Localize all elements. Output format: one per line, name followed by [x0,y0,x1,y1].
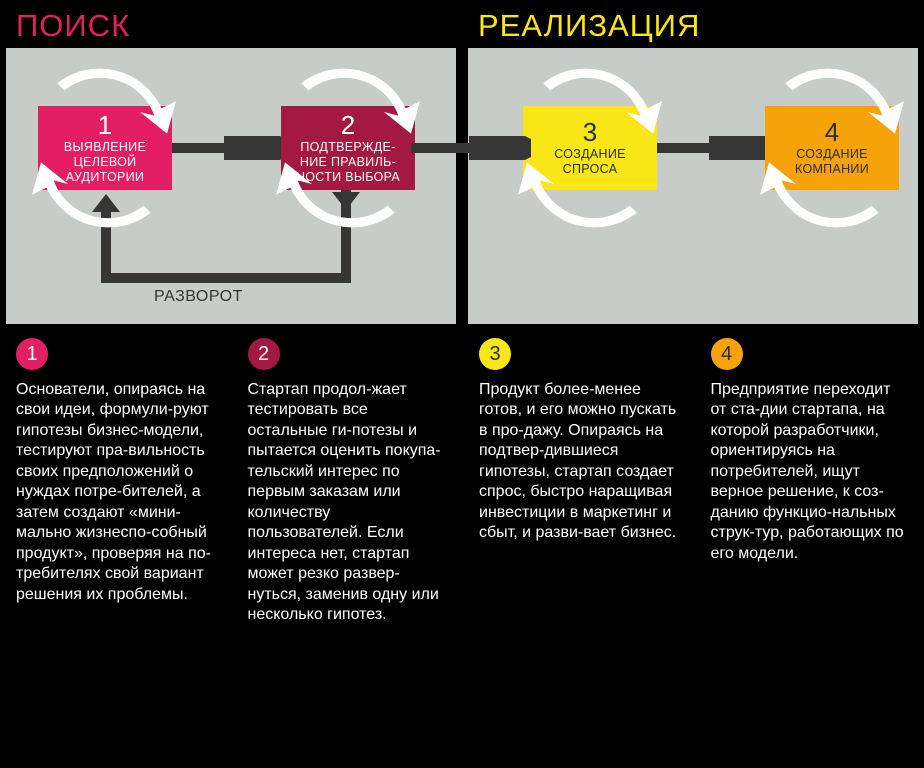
panel-realize: 3 СОЗДАНИЕ СПРОСА 4 СОЗДАНИЕ КОМПАНИИ [468,48,918,324]
circle-num-3: 3 [479,338,511,370]
circle-num-1: 1 [16,338,48,370]
arrow-forward-1 [166,136,286,160]
desc-text-2: Стартап продол-жает тестировать все оста… [248,380,446,626]
desc-text-1: Основатели, опираясь на свои идеи, форму… [16,380,214,605]
circle-num-text: 3 [489,343,500,366]
box-label: ВЫЯВЛЕНИЕ ЦЕЛЕВОЙ АУДИТОРИИ [44,140,166,185]
box-label: СОЗДАНИЕ КОМПАНИИ [771,147,893,177]
circle-num-text: 2 [258,343,269,366]
desc-col-1: 1 Основатели, опираясь на свои идеи, фор… [16,338,214,626]
box-label: СОЗДАНИЕ СПРОСА [529,147,651,177]
panels-row: РАЗВОРОТ 1 ВЫЯВЛЕНИЕ ЦЕЛЕВОЙ АУДИТОРИИ 2… [0,48,924,324]
section-title-search: ПОИСК [0,0,462,48]
box-num: 1 [98,112,112,138]
arrow-forward-3 [653,136,771,160]
header-row: ПОИСК РЕАЛИЗАЦИЯ [0,0,924,48]
panel-search: РАЗВОРОТ 1 ВЫЯВЛЕНИЕ ЦЕЛЕВОЙ АУДИТОРИИ 2… [6,48,456,324]
box-num: 2 [341,112,355,138]
box-num: 4 [825,119,839,145]
arrow-pivot [86,188,366,298]
arrow-forward-2 [411,136,531,160]
left-header: ПОИСК [0,0,462,48]
descriptions-row: 1 Основатели, опираясь на свои идеи, фор… [0,324,924,626]
desc-col-2: 2 Стартап продол-жает тестировать все ос… [248,338,446,626]
desc-col-4: 4 Предприятие переходит от ста-дии старт… [711,338,909,626]
circle-num-2: 2 [248,338,280,370]
box-num: 3 [583,119,597,145]
desc-text-4: Предприятие переходит от ста-дии стартап… [711,380,909,564]
box-validation: 2 ПОДТВЕРЖДЕ-НИЕ ПРАВИЛЬ-НОСТИ ВЫБОРА [281,106,415,190]
right-header: РЕАЛИЗАЦИЯ [462,0,924,48]
section-title-realize: РЕАЛИЗАЦИЯ [462,0,924,48]
box-label: ПОДТВЕРЖДЕ-НИЕ ПРАВИЛЬ-НОСТИ ВЫБОРА [287,140,409,185]
pivot-label: РАЗВОРОТ [154,288,243,306]
circle-num-4: 4 [711,338,743,370]
box-company: 4 СОЗДАНИЕ КОМПАНИИ [765,106,899,190]
desc-col-3: 3 Продукт более-менее готов, и его можно… [479,338,677,626]
box-demand: 3 СОЗДАНИЕ СПРОСА [523,106,657,190]
desc-text-3: Продукт более-менее готов, и его можно п… [479,380,677,544]
circle-num-text: 4 [721,343,732,366]
circle-num-text: 1 [26,343,37,366]
box-audience: 1 ВЫЯВЛЕНИЕ ЦЕЛЕВОЙ АУДИТОРИИ [38,106,172,190]
